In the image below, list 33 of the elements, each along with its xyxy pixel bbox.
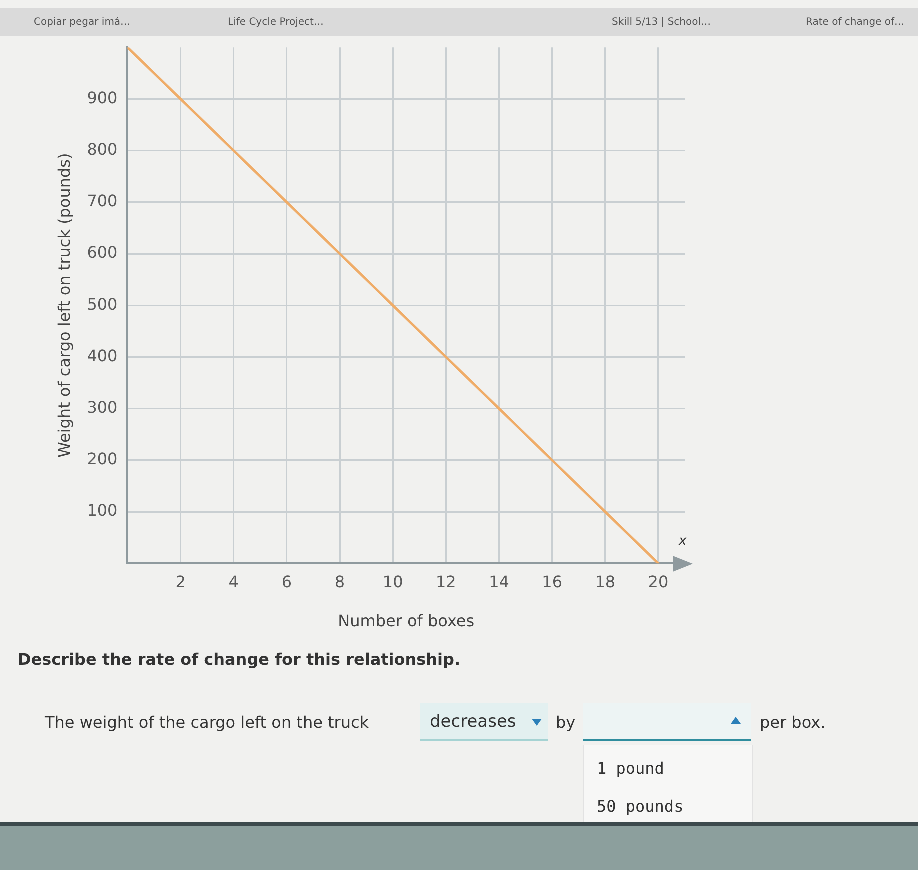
text: 1 pound (597, 759, 664, 778)
text: per box. (760, 713, 826, 732)
dropdown-field: decreases (420, 703, 548, 741)
x-tick-label: 2 (176, 572, 186, 592)
text: Copiar pegar imá… (34, 17, 131, 29)
y-tick-label: 800 (87, 140, 118, 159)
y-tick-label: 900 (87, 88, 118, 108)
y-tick-label: 300 (87, 398, 118, 417)
y-tick-label: 100 (87, 501, 118, 520)
x-axis-title: Number of boxes (338, 612, 475, 631)
x-tick-label: 14 (489, 572, 510, 592)
annotation: x (679, 534, 687, 550)
x-tick-label: 20 (648, 572, 669, 592)
x-tick-label: 8 (334, 572, 346, 592)
x-tick-label: 12 (436, 572, 456, 592)
y-tick-label: 700 (87, 192, 118, 211)
y-tick-label: 400 (87, 346, 118, 366)
x-tick-label: 6 (282, 572, 292, 592)
text: Describe the rate of change for this relationship. (18, 650, 461, 670)
text: by (556, 713, 576, 732)
y-axis-title: Weight of cargo left on truck (pounds) (54, 153, 74, 458)
y-tick-label: 600 (87, 243, 118, 262)
x-tick-label: 16 (542, 572, 562, 592)
text: Life Cycle Project… (228, 17, 324, 29)
text: Rate of change of… (806, 17, 905, 29)
y-tick-label: 200 (87, 450, 118, 469)
text: 50 pounds (597, 797, 684, 816)
y-tick-label: 500 (87, 294, 118, 314)
text: Skill 5/13 | School… (612, 17, 712, 29)
text: The weight of the cargo left on the truck (45, 713, 370, 732)
x-tick-label: 18 (595, 572, 616, 592)
x-tick-label: 10 (382, 572, 404, 592)
x-tick-label: 4 (228, 572, 239, 592)
